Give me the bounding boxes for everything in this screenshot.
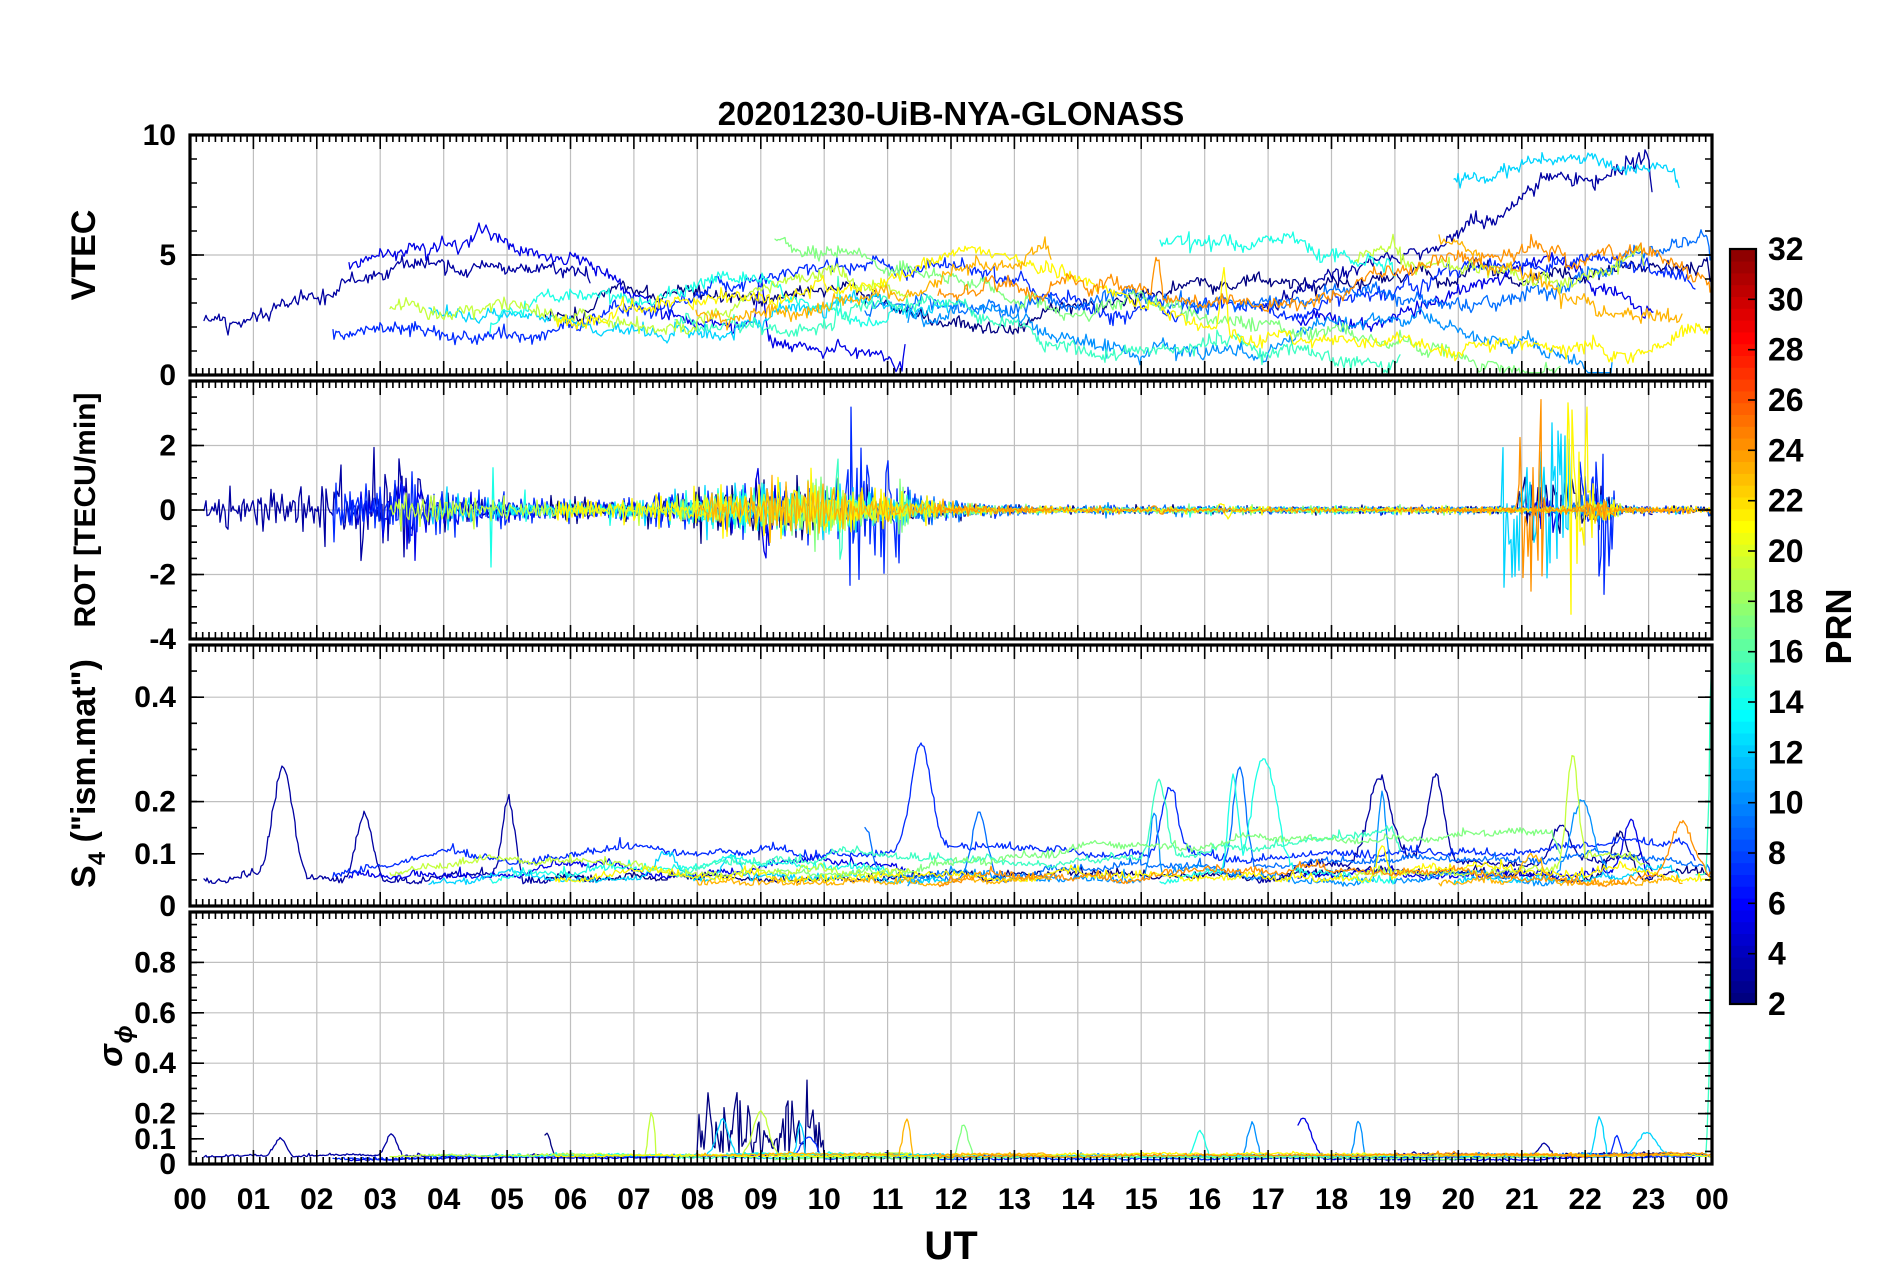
- svg-text:2: 2: [159, 430, 176, 463]
- svg-text:20: 20: [1768, 533, 1804, 569]
- svg-text:5: 5: [159, 239, 176, 272]
- svg-text:08: 08: [681, 1183, 714, 1216]
- svg-text:01: 01: [237, 1183, 270, 1216]
- svg-text:32: 32: [1768, 231, 1804, 267]
- svg-text:16: 16: [1768, 634, 1804, 670]
- svg-text:05: 05: [490, 1183, 523, 1216]
- svg-text:0.6: 0.6: [134, 997, 176, 1030]
- svg-text:12: 12: [1768, 734, 1804, 770]
- svg-text:22: 22: [1768, 483, 1804, 519]
- svg-text:26: 26: [1768, 382, 1804, 418]
- svg-text:10: 10: [1768, 785, 1804, 821]
- svg-text:07: 07: [617, 1183, 650, 1216]
- svg-text:0.4: 0.4: [134, 1047, 176, 1080]
- svg-text:8: 8: [1768, 835, 1786, 871]
- svg-text:14: 14: [1768, 684, 1804, 720]
- svg-text:0.1: 0.1: [134, 838, 176, 871]
- svg-text:12: 12: [934, 1183, 967, 1216]
- svg-text:23: 23: [1632, 1183, 1665, 1216]
- svg-text:-4: -4: [149, 623, 176, 656]
- svg-text:0: 0: [159, 494, 176, 527]
- svg-text:21: 21: [1505, 1183, 1538, 1216]
- svg-text:24: 24: [1768, 432, 1804, 468]
- svg-text:UT: UT: [924, 1224, 977, 1268]
- svg-text:13: 13: [998, 1183, 1031, 1216]
- svg-text:02: 02: [300, 1183, 333, 1216]
- svg-text:6: 6: [1768, 885, 1786, 921]
- svg-text:17: 17: [1251, 1183, 1284, 1216]
- svg-text:0: 0: [159, 359, 176, 392]
- svg-text:28: 28: [1768, 332, 1804, 368]
- svg-text:PRN: PRN: [1818, 588, 1859, 664]
- svg-text:0.4: 0.4: [134, 681, 176, 714]
- svg-text:14: 14: [1061, 1183, 1095, 1216]
- svg-text:10: 10: [143, 119, 176, 152]
- svg-text:ROT [TECU/min]: ROT [TECU/min]: [69, 393, 102, 628]
- svg-text:30: 30: [1768, 281, 1804, 317]
- svg-text:10: 10: [808, 1183, 841, 1216]
- svg-text:15: 15: [1125, 1183, 1158, 1216]
- svg-text:VTEC: VTEC: [65, 210, 103, 301]
- svg-text:0.2: 0.2: [134, 786, 176, 819]
- svg-text:19: 19: [1378, 1183, 1411, 1216]
- svg-text:0: 0: [159, 890, 176, 923]
- svg-text:20201230-UiB-NYA-GLONASS: 20201230-UiB-NYA-GLONASS: [718, 95, 1184, 132]
- svg-text:18: 18: [1315, 1183, 1348, 1216]
- svg-text:00: 00: [173, 1183, 206, 1216]
- svg-text:04: 04: [427, 1183, 461, 1216]
- svg-text:20: 20: [1442, 1183, 1475, 1216]
- svg-text:11: 11: [872, 1183, 904, 1216]
- svg-text:03: 03: [364, 1183, 397, 1216]
- svg-text:16: 16: [1188, 1183, 1221, 1216]
- svg-text:00: 00: [1695, 1183, 1728, 1216]
- svg-text:-2: -2: [149, 559, 176, 592]
- svg-text:06: 06: [554, 1183, 587, 1216]
- svg-text:18: 18: [1768, 583, 1804, 619]
- svg-text:0.2: 0.2: [134, 1098, 176, 1131]
- svg-text:2: 2: [1768, 986, 1786, 1022]
- svg-text:0.8: 0.8: [134, 946, 176, 979]
- svg-text:4: 4: [1768, 936, 1786, 972]
- svg-text:09: 09: [744, 1183, 777, 1216]
- svg-text:22: 22: [1569, 1183, 1602, 1216]
